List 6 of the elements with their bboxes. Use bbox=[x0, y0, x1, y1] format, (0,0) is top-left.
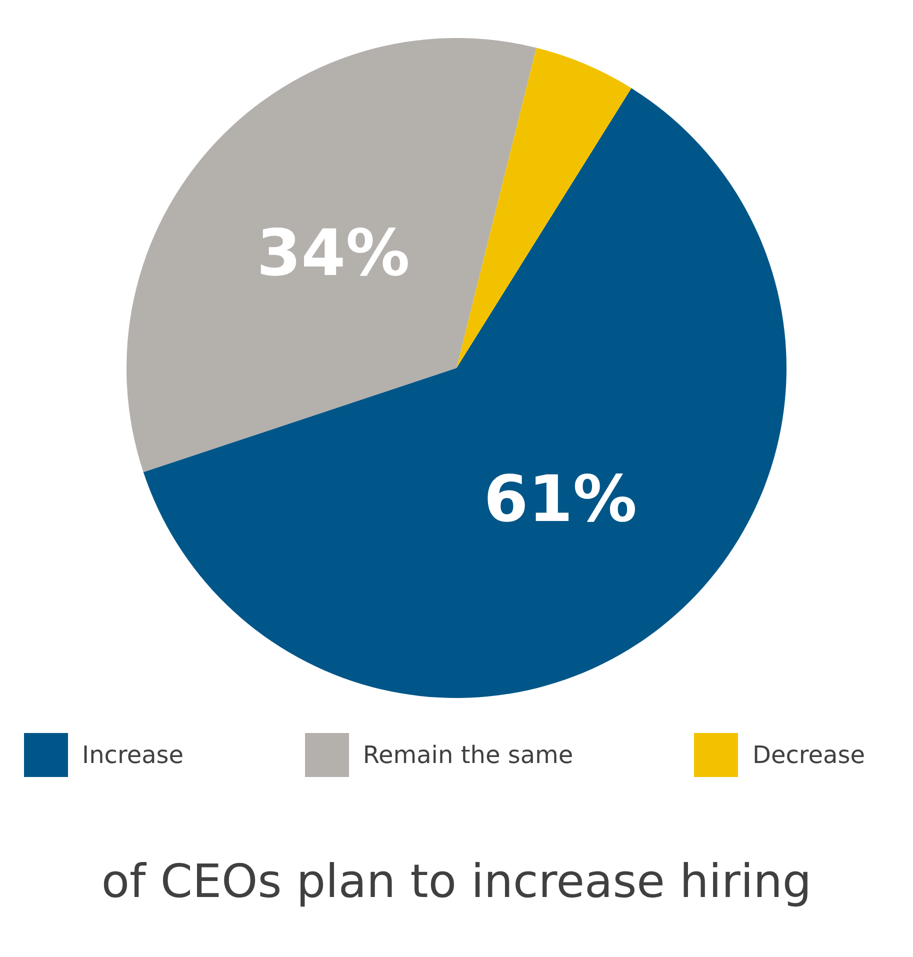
legend-label: Decrease bbox=[752, 741, 865, 769]
text: of CEOs plan to increase hiring bbox=[101, 854, 812, 908]
legend-label: Remain the same bbox=[362, 741, 574, 769]
legend-label: Increase bbox=[82, 741, 184, 769]
data-label: 61% bbox=[484, 463, 637, 538]
data-label: 34% bbox=[256, 216, 410, 291]
